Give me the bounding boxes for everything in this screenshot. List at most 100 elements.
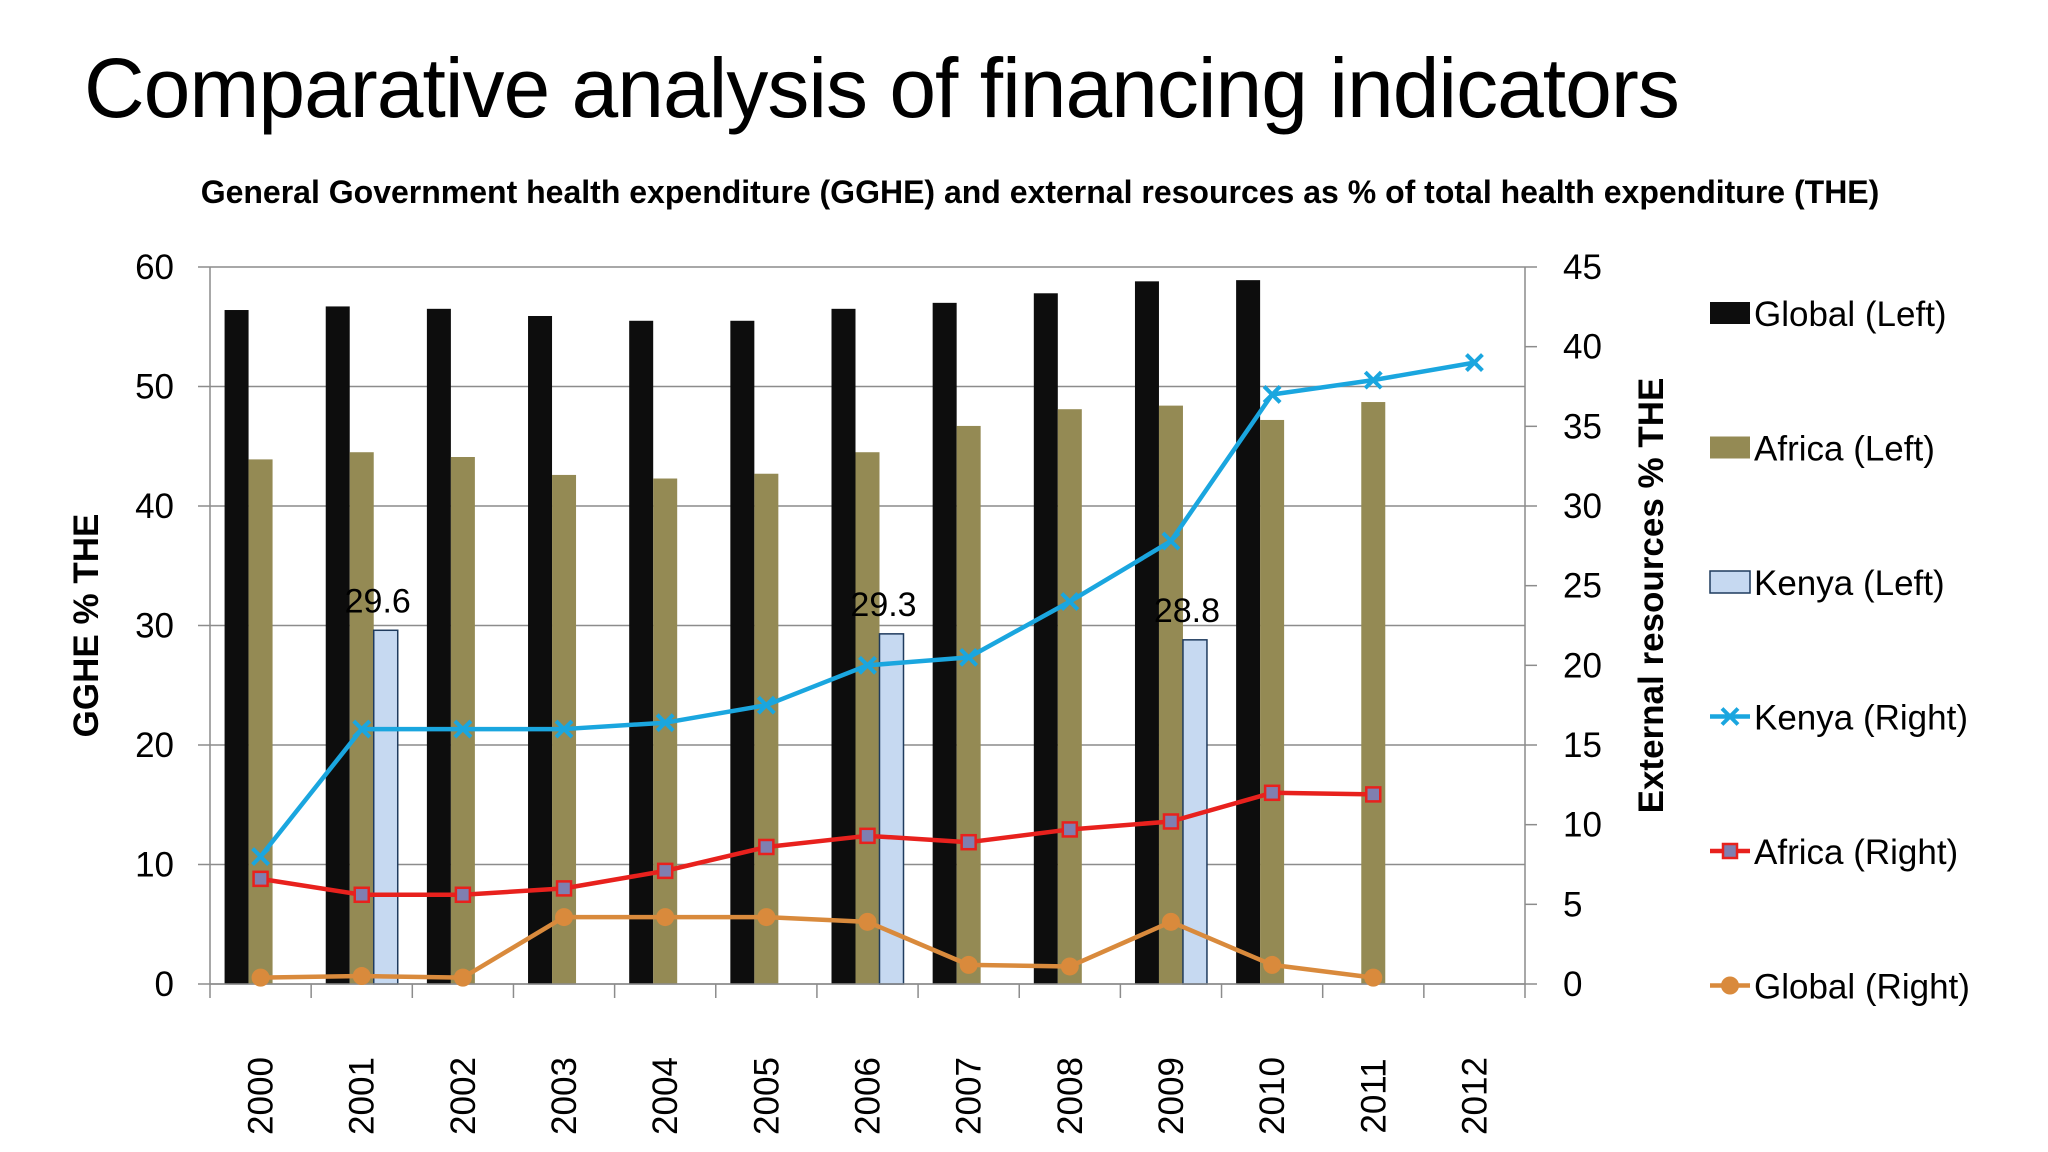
line-africa-right xyxy=(260,790,1374,898)
point-kenya-right-2009 xyxy=(1161,531,1181,551)
marker-stroke xyxy=(1720,707,1740,726)
bar-africa-left-2004 xyxy=(653,478,678,984)
marker-stroke xyxy=(655,713,675,733)
point-africa-right-2000 xyxy=(252,870,269,888)
bar-africa-left-2007 xyxy=(956,425,981,984)
point-global-right-2007 xyxy=(959,955,978,974)
legend-item-africa-left: Africa (Left) xyxy=(1710,430,1935,469)
point-global-right-2002 xyxy=(453,968,472,987)
left-tick-label: 50 xyxy=(135,368,174,407)
point-kenya-right-2012 xyxy=(1465,353,1484,373)
right-tick-label: 15 xyxy=(1563,726,1602,765)
x-tick-label-2012: 2012 xyxy=(1455,1057,1494,1135)
marker-stroke xyxy=(1161,531,1181,551)
bar-global-left-2001 xyxy=(325,306,350,984)
point-global-right-2005 xyxy=(757,908,776,927)
legend-marker xyxy=(1721,976,1739,995)
left-tick-label: 20 xyxy=(135,726,174,765)
right-tick-label: 0 xyxy=(1563,965,1582,1004)
x-tick-label-2005: 2005 xyxy=(747,1057,786,1135)
point-kenya-right-2002 xyxy=(453,719,473,739)
point-africa-right-2003 xyxy=(555,880,573,897)
point-global-right-2009 xyxy=(1161,912,1180,931)
point-africa-right-2010 xyxy=(1263,784,1281,802)
slide-title: Comparative analysis of financing indica… xyxy=(84,41,1680,135)
point-kenya-right-2003 xyxy=(554,719,574,739)
x-tick-label-2002: 2002 xyxy=(444,1057,483,1135)
line-series-group xyxy=(251,353,1484,987)
point-kenya-right-2005 xyxy=(756,695,776,715)
bar-africa-left-2011 xyxy=(1361,402,1386,984)
bar-global-left-2008 xyxy=(1033,293,1058,984)
point-kenya-right-2004 xyxy=(655,713,675,733)
bar-africa-left-2009 xyxy=(1158,405,1183,984)
point-africa-right-2004 xyxy=(656,862,674,880)
point-kenya-right-2008 xyxy=(1060,592,1080,612)
marker-stroke xyxy=(352,719,372,739)
point-global-right-2004 xyxy=(656,908,675,927)
chart-title: General Government health expenditure (G… xyxy=(200,174,1880,210)
legend-item-global-right: Global (Right) xyxy=(1710,968,1970,1007)
point-kenya-right-2010 xyxy=(1262,385,1282,404)
point-africa-right-2011 xyxy=(1365,786,1382,803)
legend-marker xyxy=(1721,842,1739,860)
bar-global-left-2006 xyxy=(831,308,856,984)
point-global-right-2010 xyxy=(1263,955,1282,974)
bar-global-left-2007 xyxy=(932,302,957,985)
data-label-2009: 28.8 xyxy=(1154,592,1220,630)
right-tick-label: 25 xyxy=(1563,567,1602,606)
point-global-right-2011 xyxy=(1364,968,1383,987)
bar-global-left-2002 xyxy=(426,308,451,984)
legend-item-kenya-right: Kenya (Right) xyxy=(1710,699,1968,738)
bar-africa-left-2008 xyxy=(1057,409,1082,985)
point-global-right-2001 xyxy=(352,967,371,986)
x-tick-label-2011: 2011 xyxy=(1354,1058,1393,1133)
x-tick-label-2010: 2010 xyxy=(1253,1057,1292,1135)
bar-global-left-2005 xyxy=(730,320,755,984)
bar-global-left-2000 xyxy=(224,310,249,984)
point-africa-right-2001 xyxy=(353,886,370,904)
marker-stroke xyxy=(858,655,877,675)
x-tick-label-2001: 2001 xyxy=(343,1057,382,1135)
left-tick-label: 30 xyxy=(135,607,174,646)
bar-africa-left-2006 xyxy=(855,452,880,985)
point-global-right-2000 xyxy=(251,968,270,987)
right-tick-label: 45 xyxy=(1563,248,1602,287)
bar-africa-left-2002 xyxy=(450,457,475,984)
marker-stroke xyxy=(756,695,776,715)
point-africa-right-2009 xyxy=(1162,813,1180,830)
x-tick-label-2009: 2009 xyxy=(1152,1057,1191,1135)
point-africa-right-2007 xyxy=(960,833,977,851)
left-tick-label: 0 xyxy=(155,965,174,1004)
right-tick-label: 35 xyxy=(1563,407,1602,446)
point-global-right-2006 xyxy=(858,912,877,931)
bar-global-left-2003 xyxy=(528,315,553,984)
left-axis-title: GGHE % THE xyxy=(67,514,106,738)
legend-label: Kenya (Right) xyxy=(1754,699,1968,738)
left-tick-label: 40 xyxy=(135,487,174,526)
marker-stroke xyxy=(1262,385,1282,404)
legend-item-global-left: Global (Left) xyxy=(1710,295,1947,334)
point-global-right-2003 xyxy=(555,908,574,927)
legend-swatch xyxy=(1709,570,1751,594)
data-labels: 29.6 29.3 28.8 xyxy=(345,582,1220,630)
bar-series-group xyxy=(224,280,1386,985)
right-tick-label: 40 xyxy=(1563,328,1602,367)
legend-marker xyxy=(1720,707,1740,726)
bar-africa-left-2000 xyxy=(248,459,273,984)
point-global-right-2008 xyxy=(1060,957,1079,976)
marker-stroke xyxy=(1060,592,1080,612)
legend-label: Africa (Left) xyxy=(1754,430,1935,469)
bar-africa-left-2010 xyxy=(1260,419,1285,985)
point-africa-right-2006 xyxy=(859,827,876,845)
marker-stroke xyxy=(959,647,979,667)
x-tick-label-2004: 2004 xyxy=(646,1057,685,1135)
x-tick-label-2008: 2008 xyxy=(1051,1057,1090,1135)
legend-swatch xyxy=(1710,436,1750,459)
point-africa-right-2005 xyxy=(758,838,775,856)
point-kenya-right-2011 xyxy=(1363,370,1383,390)
right-tick-label: 10 xyxy=(1563,806,1602,845)
right-axis-title: External resources % THE xyxy=(1632,378,1671,814)
legend-label: Global (Right) xyxy=(1754,968,1970,1007)
legend-swatch xyxy=(1710,302,1750,324)
